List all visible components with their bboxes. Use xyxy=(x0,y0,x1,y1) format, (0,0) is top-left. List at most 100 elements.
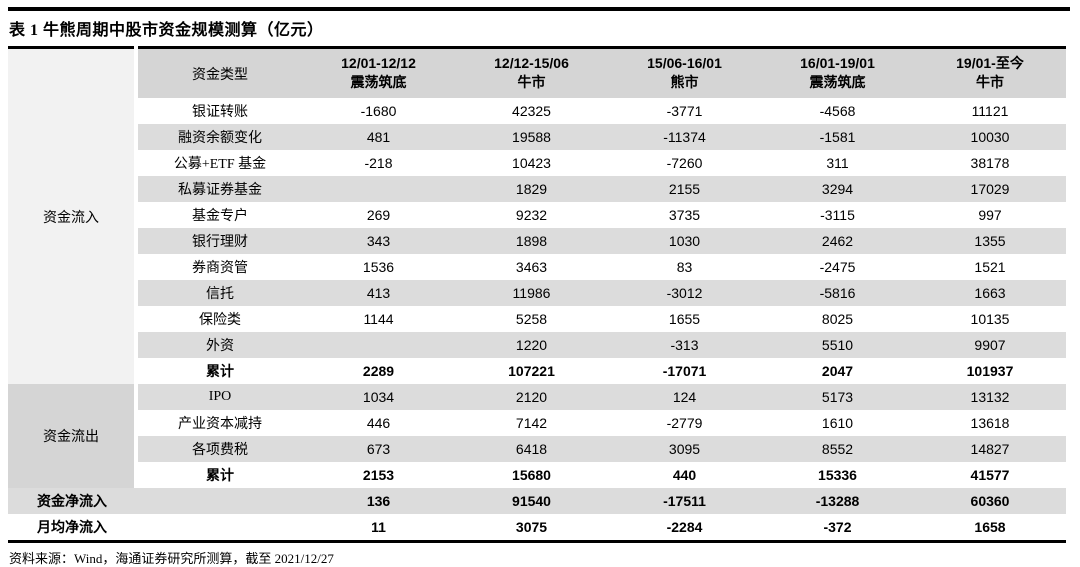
cell-value: 83 xyxy=(676,259,693,275)
cell-value: 60360 xyxy=(914,488,1066,514)
cell-value: 413 xyxy=(302,280,455,306)
table-row: 信托 413 11986 -3012 -5816 1663 xyxy=(8,280,1066,306)
cell-value: 10030 xyxy=(914,124,1066,150)
period-phase: 震荡筑底 xyxy=(809,75,866,91)
group-label-inflow: 资金流入 xyxy=(8,47,138,384)
column-header-fund-type: 资金类型 xyxy=(136,47,302,98)
cell-value: 1030 xyxy=(608,228,761,254)
cell-value: 91540 xyxy=(455,488,608,514)
cell-value: 15680 xyxy=(512,467,551,483)
cell-value: 10423 xyxy=(512,155,551,171)
cell-value: 13618 xyxy=(970,415,1010,431)
cell-value: 3095 xyxy=(608,436,761,462)
cell-value: 124 xyxy=(608,384,761,410)
cell-value xyxy=(302,176,455,202)
cell-fund-type: 累计 xyxy=(206,365,234,380)
summary-row-spacer xyxy=(136,488,302,514)
table-row: 各项费税 673 6418 3095 8552 14827 xyxy=(8,436,1066,462)
table-row: 保险类 1144 5258 1655 8025 10135 xyxy=(8,306,1066,332)
table-row: 私募证券基金 1829 2155 3294 17029 xyxy=(8,176,1066,202)
cell-value: 2462 xyxy=(761,228,914,254)
table-row: 产业资本减持 446 7142 -2779 1610 13618 xyxy=(8,410,1066,436)
period-range: 12/01-12/12 xyxy=(341,55,416,72)
cell-value: 3294 xyxy=(761,176,914,202)
table-row: 融资余额变化 481 19588 -11374 -1581 10030 xyxy=(8,124,1066,150)
cell-value: 269 xyxy=(366,207,391,223)
cell-value: 440 xyxy=(672,467,697,483)
cell-value: 42325 xyxy=(512,103,551,119)
cell-value: 107221 xyxy=(508,363,555,379)
cell-fund-type: 银证转账 xyxy=(192,105,248,120)
table-header-row: 资金流入 资金类型 12/01-12/12 震荡筑底 12/12-15/06 牛市 15/0… xyxy=(8,47,1066,384)
cell-value: 1658 xyxy=(974,519,1006,535)
cell-value: 1610 xyxy=(821,415,854,431)
column-header-period-2: 12/12-15/06 牛市 xyxy=(455,47,608,98)
cell-value: 1355 xyxy=(914,228,1066,254)
cell-value: 9232 xyxy=(515,207,548,223)
summary-row-spacer xyxy=(136,514,302,542)
table-row: 累计 2153 15680 440 15336 41577 xyxy=(8,462,1066,488)
cell-value: 1034 xyxy=(302,384,455,410)
cell-value: -11374 xyxy=(608,124,761,150)
cell-fund-type: 私募证券基金 xyxy=(136,176,302,202)
table-row: 券商资管 1536 3463 83 -2475 1521 xyxy=(8,254,1066,280)
cell-value: 2155 xyxy=(608,176,761,202)
cell-fund-type: 信托 xyxy=(136,280,302,306)
column-header-period-4: 16/01-19/01 震荡筑底 xyxy=(761,47,914,98)
cell-value xyxy=(302,332,455,358)
table-row: 累计 2289 107221 -17071 2047 101937 xyxy=(8,358,1066,384)
period-phase: 牛市 xyxy=(976,75,1004,91)
cell-value: 3463 xyxy=(515,259,548,275)
cell-value: 673 xyxy=(302,436,455,462)
cell-value: -3771 xyxy=(666,103,703,119)
cell-fund-type: IPO xyxy=(136,384,302,410)
cell-value: -17071 xyxy=(662,363,707,379)
cell-value: 2153 xyxy=(362,467,395,483)
cell-value: 2047 xyxy=(821,363,854,379)
cell-value: 1898 xyxy=(455,228,608,254)
table-row: 基金专户 269 9232 3735 -3115 997 xyxy=(8,202,1066,228)
cell-value: -17511 xyxy=(608,488,761,514)
cell-value: 2120 xyxy=(455,384,608,410)
cell-value: 1655 xyxy=(668,311,701,327)
cell-value: 101937 xyxy=(966,363,1014,379)
cell-value: -13288 xyxy=(761,488,914,514)
period-range: 12/12-15/06 xyxy=(494,55,569,72)
cell-value: 11986 xyxy=(455,280,608,306)
cell-value: 8552 xyxy=(761,436,914,462)
fund-flow-table: 资金流入 资金类型 12/01-12/12 震荡筑底 12/12-15/06 牛市 15/0… xyxy=(8,46,1066,543)
cell-value: 11 xyxy=(371,519,386,535)
table-row: 银证转账 -1680 42325 -3771 -4568 11121 xyxy=(8,98,1066,124)
table-row: 银行理财 343 1898 1030 2462 1355 xyxy=(8,228,1066,254)
cell-fund-type: 各项费税 xyxy=(136,436,302,462)
cell-value: 343 xyxy=(302,228,455,254)
cell-value: -218 xyxy=(364,155,393,171)
cell-value: 1663 xyxy=(914,280,1066,306)
period-range: 15/06-16/01 xyxy=(647,55,722,72)
period-phase: 熊市 xyxy=(670,75,699,91)
cell-value: -7260 xyxy=(666,155,703,171)
cell-fund-type: 券商资管 xyxy=(192,261,248,276)
cell-value: 1144 xyxy=(363,311,394,327)
cell-value: 14827 xyxy=(914,436,1066,462)
cell-value: 15336 xyxy=(818,467,857,483)
cell-value: 136 xyxy=(302,488,455,514)
cell-value: 5173 xyxy=(761,384,914,410)
cell-value: 3075 xyxy=(515,519,548,535)
cell-fund-type: 基金专户 xyxy=(192,209,248,224)
cell-value: -3012 xyxy=(608,280,761,306)
summary-row-label: 月均净流入 xyxy=(37,521,107,536)
cell-value: 9907 xyxy=(914,332,1066,358)
cell-value: -1680 xyxy=(360,103,397,119)
cell-value: 481 xyxy=(302,124,455,150)
table-row: 资金流出 IPO 1034 2120 124 5173 13132 xyxy=(8,384,1066,488)
summary-row: 月均净流入 11 3075 -2284 -372 1658 xyxy=(8,514,1066,542)
cell-value: 1829 xyxy=(455,176,608,202)
column-header-period-3: 15/06-16/01 熊市 xyxy=(608,47,761,98)
cell-fund-type: 公募+ETF 基金 xyxy=(173,157,267,172)
cell-value: 5510 xyxy=(761,332,914,358)
cell-value: 19588 xyxy=(455,124,608,150)
column-header-period-1: 12/01-12/12 震荡筑底 xyxy=(302,47,455,98)
cell-value: 446 xyxy=(366,415,391,431)
cell-value: 997 xyxy=(978,207,1002,223)
